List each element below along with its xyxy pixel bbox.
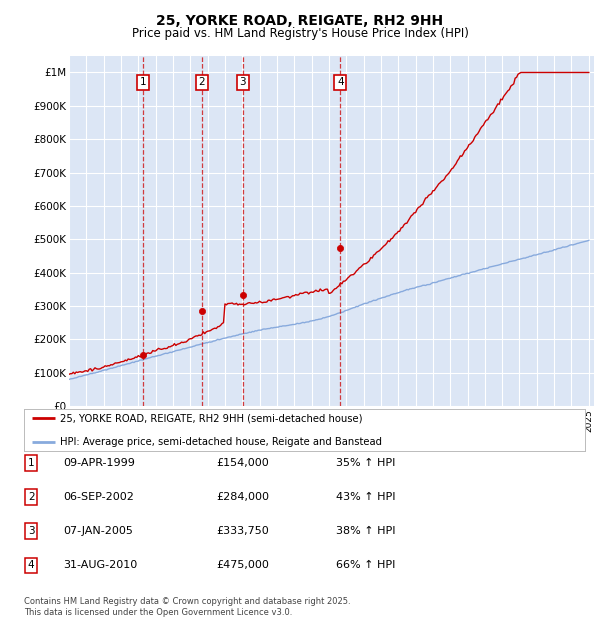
Text: Contains HM Land Registry data © Crown copyright and database right 2025.
This d: Contains HM Land Registry data © Crown c… — [24, 598, 350, 617]
Text: 25, YORKE ROAD, REIGATE, RH2 9HH: 25, YORKE ROAD, REIGATE, RH2 9HH — [157, 14, 443, 28]
Text: 06-SEP-2002: 06-SEP-2002 — [63, 492, 134, 502]
Text: 66% ↑ HPI: 66% ↑ HPI — [336, 560, 395, 570]
Text: 3: 3 — [239, 78, 246, 87]
Text: 2: 2 — [28, 492, 35, 502]
Text: 1: 1 — [28, 458, 35, 468]
Text: 09-APR-1999: 09-APR-1999 — [63, 458, 135, 468]
Text: 43% ↑ HPI: 43% ↑ HPI — [336, 492, 395, 502]
Text: 2: 2 — [199, 78, 205, 87]
Text: Price paid vs. HM Land Registry's House Price Index (HPI): Price paid vs. HM Land Registry's House … — [131, 27, 469, 40]
Text: 07-JAN-2005: 07-JAN-2005 — [63, 526, 133, 536]
Text: 4: 4 — [28, 560, 35, 570]
Text: £284,000: £284,000 — [216, 492, 269, 502]
Text: 4: 4 — [337, 78, 344, 87]
Text: 1: 1 — [140, 78, 146, 87]
Text: 25, YORKE ROAD, REIGATE, RH2 9HH (semi-detached house): 25, YORKE ROAD, REIGATE, RH2 9HH (semi-d… — [61, 414, 363, 423]
Text: £154,000: £154,000 — [216, 458, 269, 468]
Text: £475,000: £475,000 — [216, 560, 269, 570]
Text: 31-AUG-2010: 31-AUG-2010 — [63, 560, 137, 570]
Text: £333,750: £333,750 — [216, 526, 269, 536]
Text: 38% ↑ HPI: 38% ↑ HPI — [336, 526, 395, 536]
Text: 35% ↑ HPI: 35% ↑ HPI — [336, 458, 395, 468]
Text: 3: 3 — [28, 526, 35, 536]
Text: HPI: Average price, semi-detached house, Reigate and Banstead: HPI: Average price, semi-detached house,… — [61, 437, 382, 447]
